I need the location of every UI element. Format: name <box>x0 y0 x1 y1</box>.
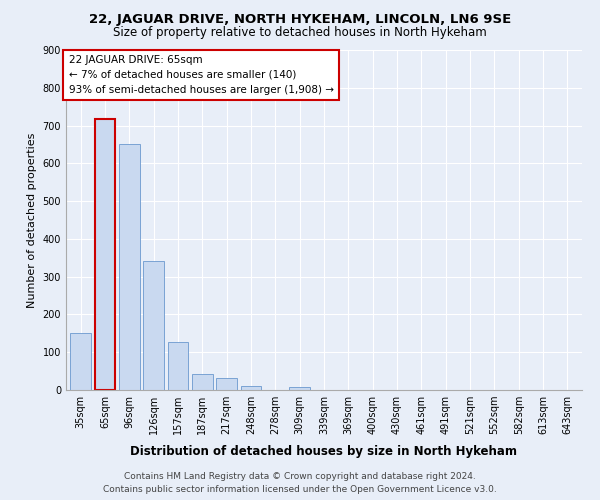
Bar <box>289 387 310 390</box>
Bar <box>95 119 115 390</box>
Y-axis label: Number of detached properties: Number of detached properties <box>27 132 37 308</box>
Bar <box>119 144 140 390</box>
Text: 22, JAGUAR DRIVE, NORTH HYKEHAM, LINCOLN, LN6 9SE: 22, JAGUAR DRIVE, NORTH HYKEHAM, LINCOLN… <box>89 12 511 26</box>
Bar <box>216 378 237 390</box>
X-axis label: Distribution of detached houses by size in North Hykeham: Distribution of detached houses by size … <box>131 446 517 458</box>
Text: Size of property relative to detached houses in North Hykeham: Size of property relative to detached ho… <box>113 26 487 39</box>
Text: Contains HM Land Registry data © Crown copyright and database right 2024.
Contai: Contains HM Land Registry data © Crown c… <box>103 472 497 494</box>
Text: 22 JAGUAR DRIVE: 65sqm
← 7% of detached houses are smaller (140)
93% of semi-det: 22 JAGUAR DRIVE: 65sqm ← 7% of detached … <box>68 55 334 94</box>
Bar <box>241 386 262 390</box>
Bar <box>70 332 91 390</box>
Bar <box>192 374 212 390</box>
Bar <box>143 261 164 390</box>
Bar <box>167 342 188 390</box>
